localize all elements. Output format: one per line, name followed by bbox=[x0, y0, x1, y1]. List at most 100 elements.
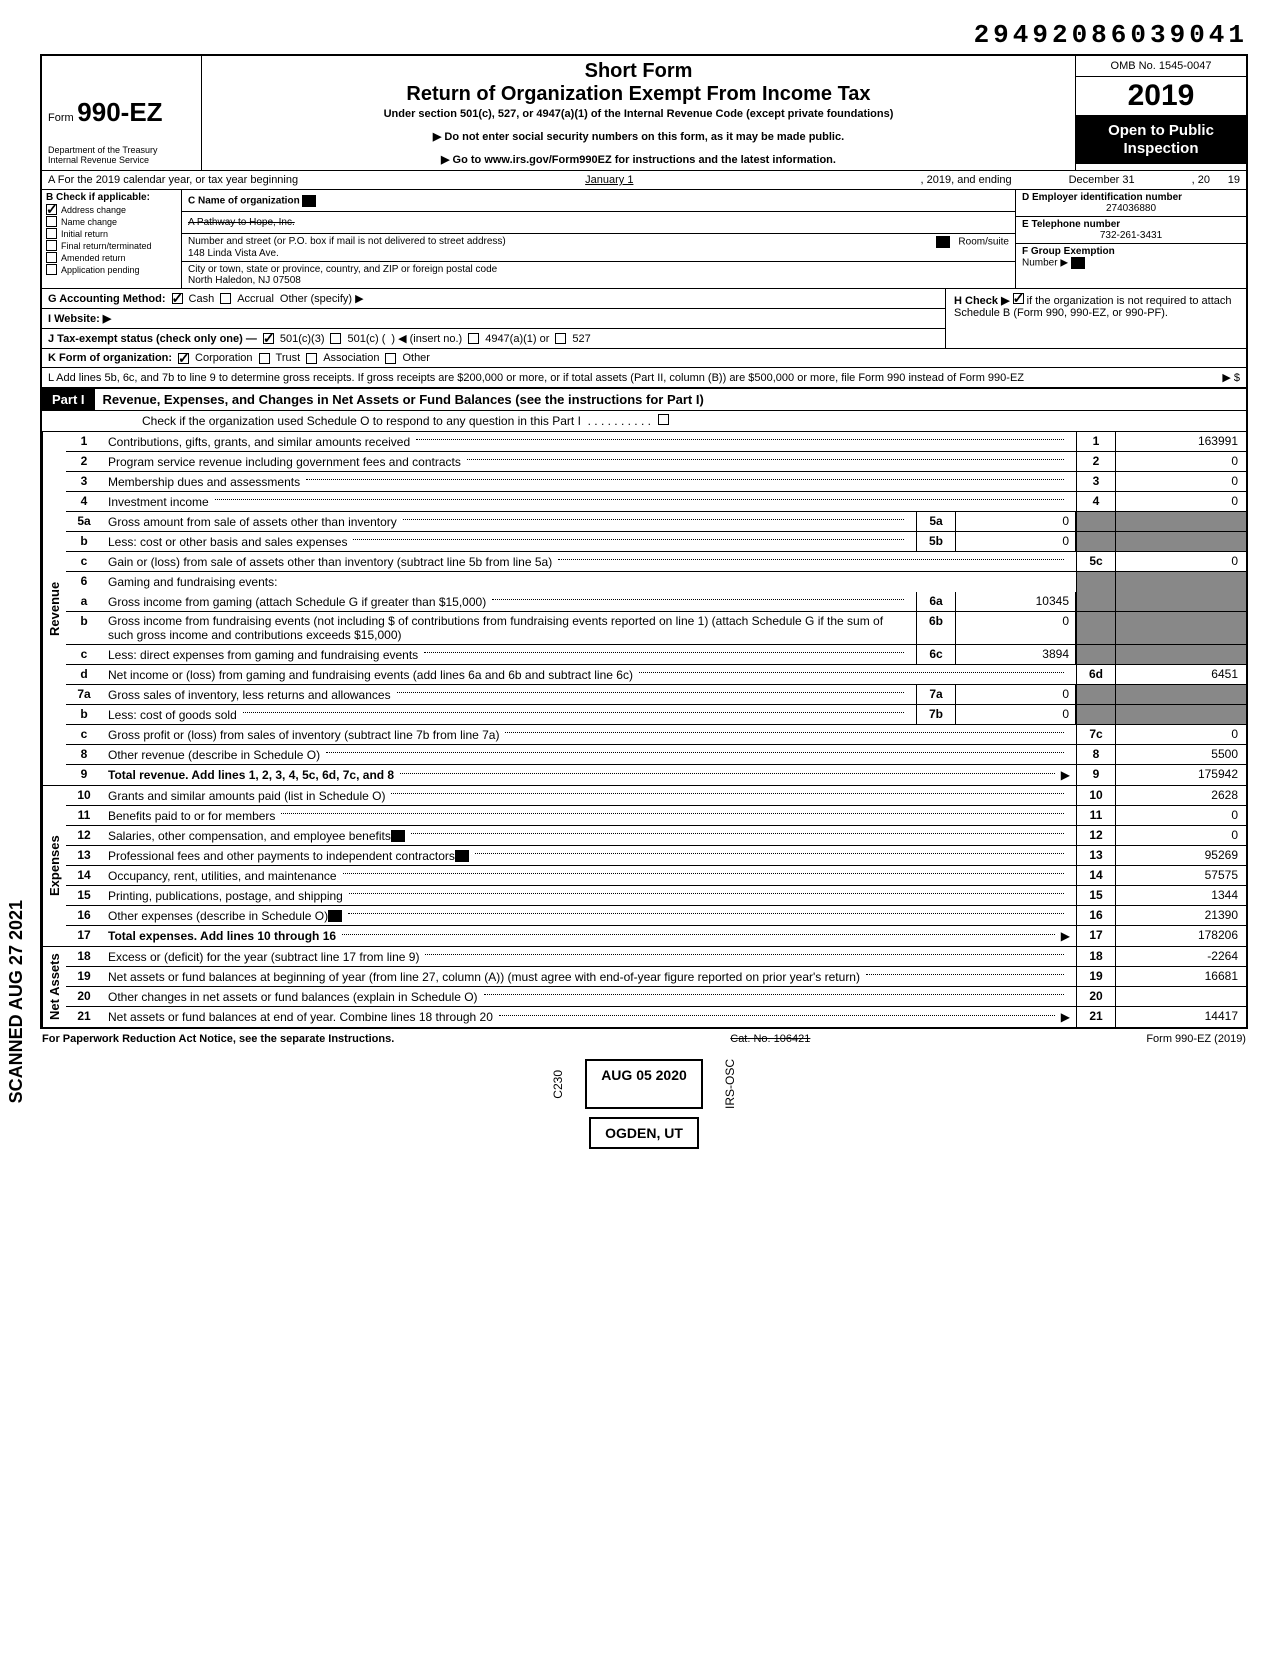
cb-other[interactable] bbox=[385, 353, 396, 364]
line-value: 0 bbox=[1116, 492, 1246, 511]
line-value: 0 bbox=[1116, 452, 1246, 471]
phone-label: E Telephone number bbox=[1022, 219, 1240, 230]
section-def: D Employer identification number 2740368… bbox=[1016, 190, 1246, 288]
opt-501c: 501(c) ( bbox=[347, 333, 385, 345]
cb-final-return[interactable]: Final return/terminated bbox=[46, 240, 177, 251]
line-num: 15 bbox=[66, 886, 102, 905]
line-value: 0 bbox=[1116, 725, 1246, 744]
mid-box: 5b bbox=[916, 532, 956, 551]
mid-box: 7a bbox=[916, 685, 956, 704]
cash-label: Cash bbox=[189, 293, 215, 305]
section-b: B Check if applicable: Address change Na… bbox=[42, 190, 182, 288]
line-num: 16 bbox=[66, 906, 102, 925]
section-b-title: B Check if applicable: bbox=[46, 192, 177, 203]
netassets-section: Net Assets 18 Excess or (deficit) for th… bbox=[42, 946, 1246, 1027]
line-desc: Printing, publications, postage, and shi… bbox=[108, 889, 343, 903]
line-value: 0 bbox=[1116, 806, 1246, 825]
opt-4947: 4947(a)(1) or bbox=[485, 333, 549, 345]
cb-501c[interactable] bbox=[330, 333, 341, 344]
line-desc: Grants and similar amounts paid (list in… bbox=[108, 789, 385, 803]
line-box: 4 bbox=[1076, 492, 1116, 511]
opt-527: 527 bbox=[572, 333, 590, 345]
paperwork-notice: For Paperwork Reduction Act Notice, see … bbox=[42, 1033, 394, 1045]
cb-schedule-b[interactable] bbox=[1013, 293, 1024, 304]
line-value: 178206 bbox=[1116, 926, 1246, 946]
line-14: 14 Occupancy, rent, utilities, and maint… bbox=[66, 866, 1246, 886]
line-desc: Other revenue (describe in Schedule O) bbox=[108, 748, 320, 762]
return-title: Return of Organization Exempt From Incom… bbox=[212, 83, 1065, 106]
cb-amended[interactable]: Amended return bbox=[46, 252, 177, 263]
mid-box: 7b bbox=[916, 705, 956, 724]
cb-cash[interactable] bbox=[172, 293, 183, 304]
short-form-label: Short Form bbox=[212, 60, 1065, 83]
line-a-yrprefix: , 20 bbox=[1192, 174, 1210, 186]
line-box: 2 bbox=[1076, 452, 1116, 471]
line-desc: Professional fees and other payments to … bbox=[108, 849, 455, 863]
line-num: 13 bbox=[66, 846, 102, 865]
line-2: 2 Program service revenue including gove… bbox=[66, 452, 1246, 472]
cb-corp[interactable] bbox=[178, 353, 189, 364]
cb-pending[interactable]: Application pending bbox=[46, 264, 177, 275]
cb-501c3[interactable] bbox=[263, 333, 274, 344]
line-num: d bbox=[66, 665, 102, 684]
cb-label: Final return/terminated bbox=[61, 241, 152, 251]
line-box: 5c bbox=[1076, 552, 1116, 571]
line-num: c bbox=[66, 645, 102, 664]
line-box: 16 bbox=[1076, 906, 1116, 925]
redact-icon bbox=[328, 910, 342, 922]
line-num: b bbox=[66, 705, 102, 724]
shaded-cell bbox=[1116, 685, 1246, 704]
line-desc: Gaming and fundraising events: bbox=[108, 575, 277, 589]
line-value: 57575 bbox=[1116, 866, 1246, 885]
redact-icon bbox=[936, 236, 950, 248]
other-k-label: Other bbox=[402, 352, 430, 364]
cb-4947[interactable] bbox=[468, 333, 479, 344]
line-box: 10 bbox=[1076, 786, 1116, 805]
cb-initial-return[interactable]: Initial return bbox=[46, 228, 177, 239]
line-value: 2628 bbox=[1116, 786, 1246, 805]
cb-527[interactable] bbox=[555, 333, 566, 344]
checkbox-icon bbox=[46, 252, 57, 263]
line-desc: Gross amount from sale of assets other t… bbox=[108, 515, 397, 529]
line-box: 9 bbox=[1076, 765, 1116, 785]
line-desc: Gain or (loss) from sale of assets other… bbox=[108, 555, 552, 569]
line-6a: a Gross income from gaming (attach Sched… bbox=[66, 592, 1246, 612]
line-5c: c Gain or (loss) from sale of assets oth… bbox=[66, 552, 1246, 572]
stamp-area: C230 AUG 05 2020 IRS-OSC bbox=[40, 1059, 1248, 1109]
open-public: Open to Public Inspection bbox=[1076, 116, 1246, 164]
line-6c: c Less: direct expenses from gaming and … bbox=[66, 645, 1246, 665]
line-3: 3 Membership dues and assessments 3 0 bbox=[66, 472, 1246, 492]
cb-assoc[interactable] bbox=[306, 353, 317, 364]
shaded-cell bbox=[1076, 572, 1116, 592]
mid-box: 6b bbox=[916, 612, 956, 644]
group-number-label: Number ▶ bbox=[1022, 258, 1068, 269]
line-desc: Other expenses (describe in Schedule O) bbox=[108, 909, 328, 923]
line-num: 8 bbox=[66, 745, 102, 764]
cb-address-change[interactable]: Address change bbox=[46, 204, 177, 215]
part1-label: Part I bbox=[42, 389, 95, 410]
cb-accrual[interactable] bbox=[220, 293, 231, 304]
part1-header: Part I Revenue, Expenses, and Changes in… bbox=[40, 389, 1248, 411]
cb-name-change[interactable]: Name change bbox=[46, 216, 177, 227]
line-18: 18 Excess or (deficit) for the year (sub… bbox=[66, 947, 1246, 967]
trust-label: Trust bbox=[276, 352, 301, 364]
phone-value: 732-261-3431 bbox=[1022, 230, 1240, 241]
street-label: Number and street (or P.O. box if mail i… bbox=[188, 236, 506, 248]
checkbox-icon bbox=[46, 228, 57, 239]
line-value: 5500 bbox=[1116, 745, 1246, 764]
line-value: 1344 bbox=[1116, 886, 1246, 905]
line-value: 6451 bbox=[1116, 665, 1246, 684]
redact-icon bbox=[1071, 257, 1085, 269]
line-21: 21 Net assets or fund balances at end of… bbox=[66, 1007, 1246, 1027]
line-num: 5a bbox=[66, 512, 102, 531]
line-num: 1 bbox=[66, 432, 102, 451]
shaded-cell bbox=[1116, 705, 1246, 724]
shaded-cell bbox=[1116, 532, 1246, 551]
header-center: Short Form Return of Organization Exempt… bbox=[202, 56, 1076, 170]
cb-trust[interactable] bbox=[259, 353, 270, 364]
arrow-icon: ▶ bbox=[1061, 929, 1070, 943]
line-h: H Check ▶ if the organization is not req… bbox=[946, 289, 1246, 348]
line-12: 12 Salaries, other compensation, and emp… bbox=[66, 826, 1246, 846]
cb-schedule-o[interactable] bbox=[658, 414, 669, 425]
mid-value: 0 bbox=[956, 685, 1076, 704]
